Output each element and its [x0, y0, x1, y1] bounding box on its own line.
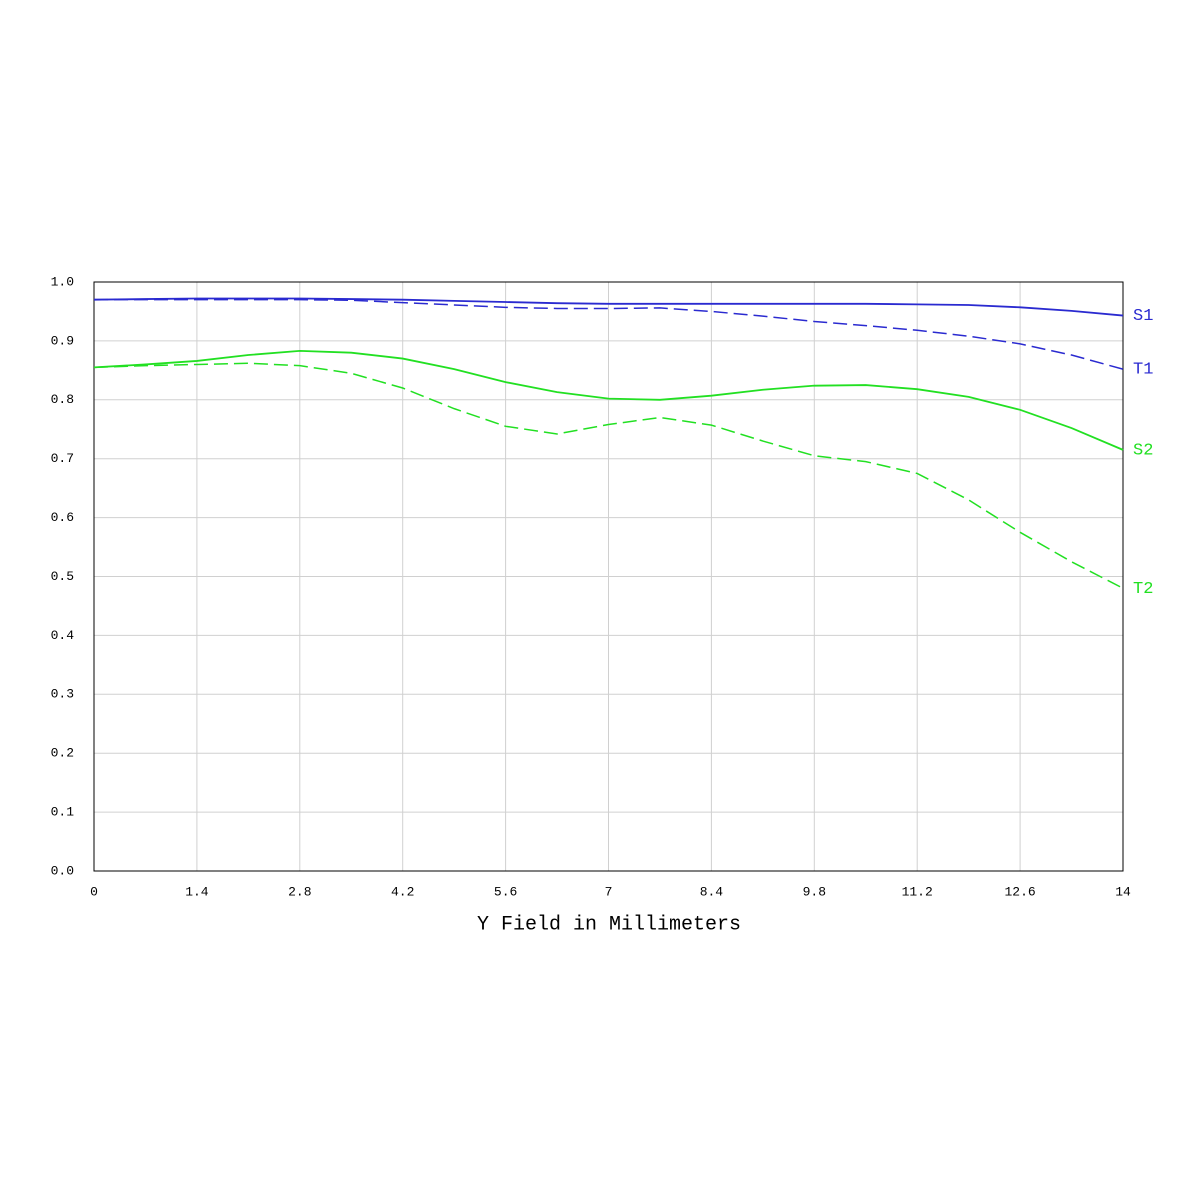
series-label: S1 — [1133, 307, 1153, 326]
x-tick-label: 12.6 — [1004, 884, 1035, 899]
x-tick-label: 1.4 — [185, 884, 209, 899]
y-tick-label: 0.1 — [51, 805, 75, 820]
y-tick-label: 0.3 — [51, 687, 74, 702]
y-tick-label: 0.6 — [51, 510, 74, 525]
x-tick-label: 9.8 — [803, 884, 826, 899]
plot-frame — [93, 281, 1124, 872]
series-line — [93, 362, 1124, 589]
x-tick-label: 5.6 — [494, 884, 517, 899]
x-tick-label: 0 — [90, 884, 98, 899]
x-tick-label: 7 — [605, 884, 613, 899]
x-tick-label: 4.2 — [391, 884, 414, 899]
y-tick-label: 1.0 — [51, 274, 74, 289]
y-tick-label: 0.0 — [51, 863, 74, 878]
y-tick-label: 0.2 — [51, 746, 74, 761]
x-tick-label: 2.8 — [288, 884, 311, 899]
y-tick-label: 0.5 — [51, 569, 74, 584]
series-label: S2 — [1133, 441, 1153, 460]
series-line — [93, 350, 1124, 451]
x-tick-label: 11.2 — [902, 884, 933, 899]
y-tick-label: 0.4 — [51, 628, 75, 643]
y-tick-label: 0.9 — [51, 333, 74, 348]
y-tick-label: 0.7 — [51, 451, 74, 466]
x-tick-label: 14 — [1115, 884, 1131, 899]
series-label: T1 — [1133, 361, 1153, 380]
series-line — [94, 298, 1124, 370]
x-tick-label: 8.4 — [700, 884, 724, 899]
x-axis-label: Y Field in Millimeters — [477, 913, 741, 936]
series-label: T2 — [1133, 580, 1153, 599]
y-tick-label: 0.8 — [51, 392, 74, 407]
series-line — [93, 297, 1124, 317]
